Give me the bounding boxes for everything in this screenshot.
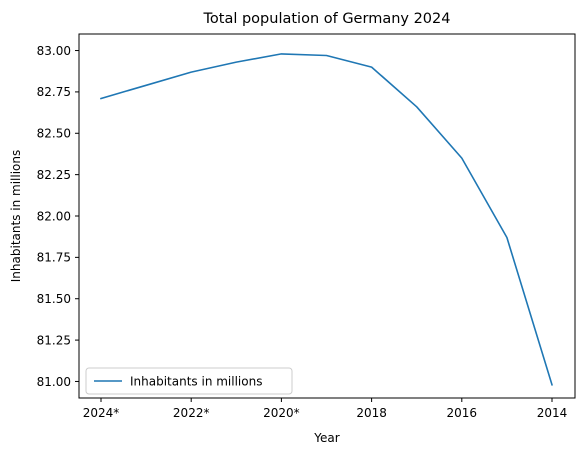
legend: Inhabitants in millions [85,367,293,395]
x-tick-label: 2016 [447,406,478,420]
x-axis-ticks: 2024* 2022* 2020* 2018 2016 2014 [83,398,568,420]
legend-box [85,367,293,395]
x-tick-label: 2022* [173,406,210,420]
y-axis-ticks: 81.00 81.25 81.50 81.75 82.00 82.25 82.50 82.75… [37,44,79,389]
plot-area-frame [78,33,576,399]
x-tick-label: 2020* [263,406,300,420]
chart-title: Total population of Germany 2024 [203,11,451,27]
y-tick-label: 82.50 [37,127,71,141]
y-tick-label: 83.00 [37,44,71,58]
x-tick-label: 2024* [83,406,120,420]
x-tick-label: 2018 [356,406,387,420]
y-tick-label: 82.25 [37,168,71,182]
series-line-inhabitants [100,53,553,386]
y-tick-label: 81.75 [37,251,71,265]
legend-label: Inhabitants in millions [130,375,262,389]
x-tick-label: 2014 [537,406,568,420]
y-tick-label: 81.50 [37,292,71,306]
x-axis-label: Year [313,431,339,445]
y-tick-label: 82.75 [37,85,71,99]
y-tick-label: 81.00 [37,375,71,389]
y-axis-label: Inhabitants in millions [9,150,23,282]
y-tick-label: 82.00 [37,209,71,223]
y-tick-label: 81.25 [37,333,71,347]
